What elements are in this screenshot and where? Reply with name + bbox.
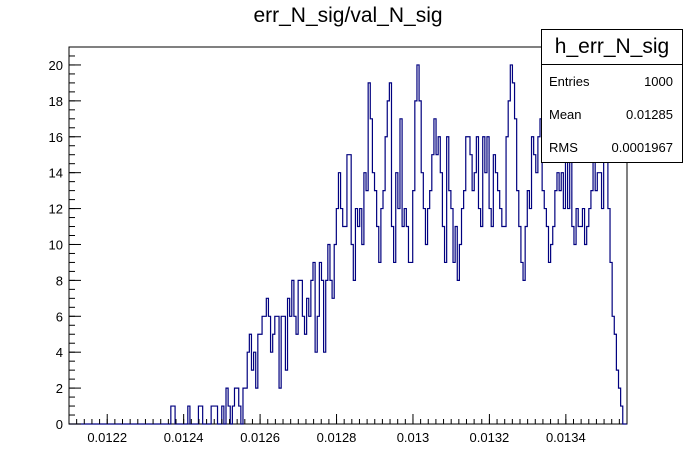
- y-tick-label: 6: [56, 309, 63, 324]
- stats-histogram-name: h_err_N_sig: [542, 30, 682, 65]
- y-tick-label: 8: [56, 273, 63, 288]
- x-tick-label: 0.013: [397, 430, 430, 445]
- stats-row-entries: Entries 1000: [542, 65, 682, 98]
- stats-row-rms: RMS 0.0001967: [542, 131, 682, 164]
- y-tick-label: 18: [49, 94, 63, 109]
- stats-box: h_err_N_sig Entries 1000 Mean 0.01285 RM…: [541, 29, 683, 163]
- x-tick-label: 0.0124: [164, 430, 204, 445]
- y-tick-label: 12: [49, 202, 63, 217]
- stats-entries-label: Entries: [549, 74, 590, 89]
- x-tick-label: 0.0126: [240, 430, 280, 445]
- y-tick-label: 20: [49, 58, 63, 73]
- x-tick-label: 0.0134: [546, 430, 586, 445]
- chart-title: err_N_sig/val_N_sig: [253, 4, 443, 27]
- stats-rms-value: 0.0001967: [611, 140, 673, 155]
- y-tick-label: 4: [56, 345, 63, 360]
- y-tick-label: 0: [56, 417, 63, 432]
- y-tick-label: 14: [49, 166, 63, 181]
- stats-row-mean: Mean 0.01285: [542, 98, 682, 131]
- x-tick-label: 0.0128: [317, 430, 357, 445]
- x-tick-label: 0.0132: [470, 430, 510, 445]
- y-tick-label: 10: [49, 237, 63, 252]
- histogram-steps: [69, 64, 627, 425]
- stats-rms-label: RMS: [549, 140, 578, 155]
- x-tick-label: 0.0122: [87, 430, 127, 445]
- stats-mean-label: Mean: [549, 107, 582, 122]
- y-tick-label: 2: [56, 381, 63, 396]
- stats-mean-value: 0.01285: [626, 107, 673, 122]
- y-tick-label: 16: [49, 130, 63, 145]
- stats-entries-value: 1000: [644, 74, 673, 89]
